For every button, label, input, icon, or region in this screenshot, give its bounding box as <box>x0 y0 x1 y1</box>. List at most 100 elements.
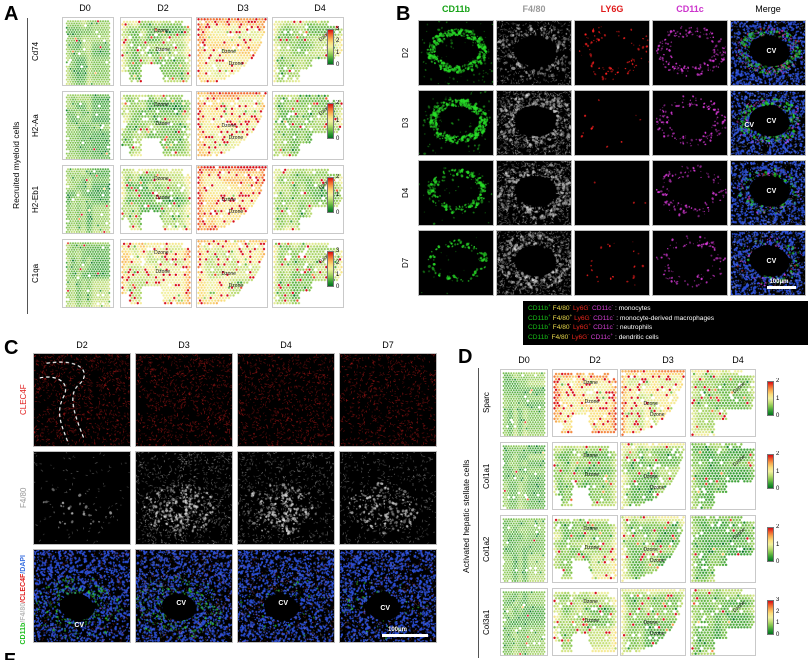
panel-b-legend-box: CD11b+ F4/80- Ly6G- CD11c- : monocytes CD… <box>523 301 808 346</box>
micro-image-merge-d3[interactable]: CV CV <box>730 90 806 156</box>
micro-image-ly6g-d7[interactable] <box>574 230 650 296</box>
micro-image-merge-d7[interactable]: CV 100μm <box>730 230 806 296</box>
colorbar-tick-label: 2 <box>776 378 780 384</box>
spatial-map-c1qa-d2[interactable]: Dzone Dzone <box>120 239 192 308</box>
spatial-map-col3a1-d4[interactable]: Dzone <box>690 588 756 656</box>
panel-b-row-label-d7: D7 <box>401 257 410 269</box>
panel-b-col-header-merge: Merge <box>755 4 781 14</box>
micro-canvas <box>497 161 571 225</box>
micro-image-f480-d3[interactable] <box>135 451 233 545</box>
spatial-map-h2-aa-d3[interactable]: Dzone Dzone <box>196 91 268 160</box>
micro-image-f480-d2[interactable] <box>496 20 572 86</box>
panel-d-col-header-d3: D3 <box>662 355 674 365</box>
spatial-map-h2-eb1-d3[interactable]: Dzone Dzone <box>196 165 268 234</box>
spatial-map-cd74-d3[interactable]: Dzone Dzone <box>196 17 268 86</box>
spatial-canvas <box>621 589 685 655</box>
row-label-col1a2: Col1a2 <box>482 536 491 562</box>
micro-canvas <box>575 231 649 295</box>
spatial-map-c1qa-d4[interactable]: Dzone <box>272 239 344 308</box>
colorbar-tick-label: 0 <box>776 413 780 419</box>
spatial-map-sparc-d4[interactable]: Dzone <box>690 369 756 437</box>
micro-image-cd11b-d4[interactable] <box>418 160 494 226</box>
micro-image-ly6g-d3[interactable] <box>574 90 650 156</box>
panel-b-row-label-d2: D2 <box>401 47 410 59</box>
micro-image-f480-d7[interactable] <box>496 230 572 296</box>
micro-image-merge-d7[interactable]: CV 100μm <box>339 549 437 643</box>
spatial-map-c1qa-d3[interactable]: Dzone Dzone <box>196 239 268 308</box>
micro-image-merge-d2[interactable]: CV <box>730 20 806 86</box>
legend-marker-sign: + <box>548 323 551 329</box>
spatial-map-h2-eb1-d0[interactable] <box>62 165 114 234</box>
micro-image-f480-d2[interactable] <box>33 451 131 545</box>
micro-image-f480-d4[interactable] <box>237 451 335 545</box>
spatial-map-cd74-d0[interactable] <box>62 17 114 86</box>
spatial-map-h2-aa-d0[interactable] <box>62 91 114 160</box>
colorbar-tick-label: 3 <box>776 597 780 603</box>
micro-image-cd11c-d4[interactable] <box>652 160 728 226</box>
micro-image-clec4f-d7[interactable] <box>339 353 437 447</box>
colorbar-gradient <box>767 454 774 489</box>
micro-image-f480-d7[interactable] <box>339 451 437 545</box>
spatial-map-col1a2-d0[interactable] <box>500 515 548 583</box>
micro-image-cd11c-d7[interactable] <box>652 230 728 296</box>
colorbar-gradient <box>327 103 334 139</box>
spatial-map-h2-aa-d2[interactable]: Dzone Dzone <box>120 91 192 160</box>
micro-image-clec4f-d2[interactable] <box>33 353 131 447</box>
colorbar-tick-label: 0 <box>336 284 340 290</box>
spatial-canvas <box>553 516 617 582</box>
row-label-sparc: Sparc <box>482 392 491 414</box>
micro-image-ly6g-d4[interactable] <box>574 160 650 226</box>
micro-image-clec4f-d3[interactable] <box>135 353 233 447</box>
spatial-map-col1a1-d3[interactable]: Dzone Dzone <box>620 442 686 510</box>
spatial-map-col1a1-d2[interactable]: Dzone Dzone <box>552 442 618 510</box>
colorbar-gradient <box>327 251 334 287</box>
micro-image-cd11b-d3[interactable] <box>418 90 494 156</box>
spatial-map-col3a1-d3[interactable]: Dzone Dzone <box>620 588 686 656</box>
spatial-map-col1a1-d0[interactable] <box>500 442 548 510</box>
spatial-map-h2-eb1-d2[interactable]: Dzone Dzone <box>120 165 192 234</box>
legend-marker-f480: F4/80- <box>552 304 572 313</box>
micro-image-merge-d2[interactable]: CV <box>33 549 131 643</box>
micro-image-merge-d3[interactable]: CV <box>135 549 233 643</box>
micro-canvas <box>731 91 805 155</box>
colorbar-tick-label: 1 <box>336 118 340 124</box>
micro-canvas <box>653 161 727 225</box>
spatial-map-cd74-d2[interactable]: Dzone Dzone <box>120 17 192 86</box>
spatial-map-col1a2-d4[interactable]: Dzone <box>690 515 756 583</box>
spatial-map-c1qa-d0[interactable] <box>62 239 114 308</box>
spatial-canvas <box>121 92 191 159</box>
spatial-map-col1a2-d3[interactable]: Dzone Dzone <box>620 515 686 583</box>
legend-definition: : monocytes <box>615 305 651 313</box>
micro-image-ly6g-d2[interactable] <box>574 20 650 86</box>
micro-canvas <box>419 21 493 85</box>
legend-marker-cd11c: CD11c- <box>593 323 615 332</box>
micro-image-f480-d3[interactable] <box>496 90 572 156</box>
spatial-map-sparc-d0[interactable] <box>500 369 548 437</box>
colorbar-tick-label: 0 <box>336 210 340 216</box>
spatial-map-col3a1-d0[interactable] <box>500 588 548 656</box>
colorbar-cd74: 3 2 1 0 <box>327 26 345 68</box>
colorbar-gradient <box>767 600 774 635</box>
spatial-map-col3a1-d2[interactable]: Dzone Dzone <box>552 588 618 656</box>
spatial-map-sparc-d2[interactable]: Dzone Dzone <box>552 369 618 437</box>
micro-image-cd11c-d3[interactable] <box>652 90 728 156</box>
spatial-canvas <box>501 589 547 655</box>
panel-letter-b: B <box>396 3 411 25</box>
colorbar-tick-label: 1 <box>336 192 340 198</box>
micro-image-cd11b-d2[interactable] <box>418 20 494 86</box>
panel-c-col-header-d2: D2 <box>76 340 88 350</box>
spatial-canvas <box>691 370 755 436</box>
micro-image-merge-d4[interactable]: CV <box>237 549 335 643</box>
micro-image-merge-d4[interactable]: CV <box>730 160 806 226</box>
row-label-col3a1: Col3a1 <box>482 609 491 635</box>
spatial-canvas <box>501 370 547 436</box>
spatial-map-col1a1-d4[interactable]: Dzone <box>690 442 756 510</box>
micro-image-cd11b-d7[interactable] <box>418 230 494 296</box>
micro-image-clec4f-d4[interactable] <box>237 353 335 447</box>
spatial-map-col1a2-d2[interactable]: Dzone Dzone <box>552 515 618 583</box>
colorbar-col1a2: 2 1 0 <box>767 524 785 565</box>
micro-image-f480-d4[interactable] <box>496 160 572 226</box>
spatial-map-sparc-d3[interactable]: Dzone Dzone <box>620 369 686 437</box>
micro-image-cd11c-d2[interactable] <box>652 20 728 86</box>
spatial-canvas <box>197 92 267 159</box>
